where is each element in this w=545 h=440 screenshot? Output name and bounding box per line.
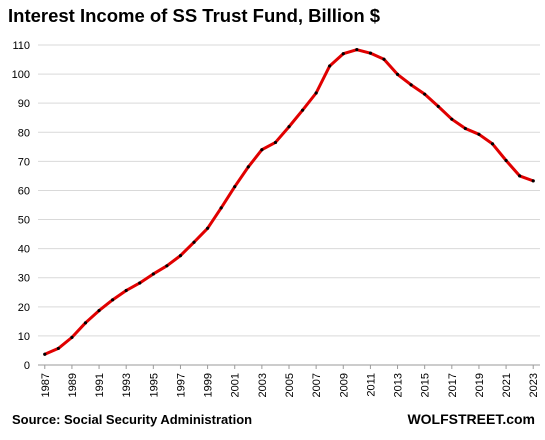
x-tick-label: 1989 <box>67 373 79 397</box>
x-tick-label: 1995 <box>148 373 160 397</box>
data-point <box>450 117 454 121</box>
x-tick-label: 2009 <box>338 373 350 397</box>
data-point <box>205 226 210 230</box>
data-point <box>70 335 74 339</box>
x-tick-label: 2007 <box>311 373 323 397</box>
x-tick-label: 1997 <box>175 373 187 397</box>
x-tick-label: 1993 <box>121 373 133 397</box>
x-tick-label: 1999 <box>203 373 215 397</box>
x-tick-label: 2023 <box>528 373 540 397</box>
data-points <box>43 48 535 356</box>
y-tick-label: 90 <box>18 98 30 110</box>
data-point <box>178 254 183 258</box>
data-point <box>504 158 508 163</box>
data-point <box>409 83 413 87</box>
data-point <box>43 352 47 356</box>
data-point <box>300 108 305 112</box>
x-tick-label: 2021 <box>501 373 513 397</box>
x-axis: 1987 1989 1991 1993 1995 1997 1999 2001 2003 2005… <box>40 365 540 397</box>
data-point <box>83 321 88 325</box>
x-tick-label: 2001 <box>230 373 242 397</box>
data-point <box>273 140 278 145</box>
y-tick-label: 50 <box>18 215 30 227</box>
y-tick-label: 20 <box>18 302 30 314</box>
data-point <box>246 165 250 169</box>
data-point <box>382 57 386 61</box>
x-tick-label: 2015 <box>420 373 432 397</box>
data-point <box>395 72 400 76</box>
y-tick-label: 110 <box>12 40 30 52</box>
data-point <box>355 48 359 52</box>
data-point <box>490 142 495 146</box>
data-point <box>138 281 142 285</box>
x-tick-label: 2005 <box>284 373 296 397</box>
y-tick-label: 100 <box>12 69 30 81</box>
series-line <box>43 48 535 356</box>
data-point <box>341 52 345 56</box>
x-tick-label: 2003 <box>257 373 269 397</box>
chart-title: Interest Income of SS Trust Fund, Billio… <box>8 5 381 26</box>
y-tick-label: 80 <box>18 127 30 139</box>
data-point <box>328 64 332 68</box>
y-tick-label: 10 <box>18 331 30 343</box>
y-tick-label: 70 <box>18 156 30 168</box>
data-point <box>151 272 155 276</box>
data-point <box>56 346 60 351</box>
data-point <box>368 51 373 55</box>
data-point <box>97 309 101 313</box>
x-tick-label: 1987 <box>40 373 52 397</box>
x-tick-label: 2019 <box>474 373 486 397</box>
data-point <box>463 126 467 131</box>
source-note: Source: Social Security Administration <box>12 412 253 427</box>
y-tick-label: 60 <box>18 185 30 197</box>
data-point <box>314 91 318 95</box>
grid-lines <box>38 44 540 366</box>
data-point <box>111 298 115 302</box>
x-tick-label: 2011 <box>365 373 377 397</box>
data-point <box>260 148 264 152</box>
data-point <box>436 104 440 108</box>
data-point <box>219 206 223 210</box>
x-tick-label: 2017 <box>447 373 459 397</box>
data-point <box>165 264 169 268</box>
y-axis: 0 10 20 30 40 50 60 70 80 90 100 110 <box>12 40 30 372</box>
y-tick-label: 40 <box>18 244 30 256</box>
data-point <box>518 174 522 178</box>
x-tick-label: 1991 <box>94 373 106 397</box>
data-point <box>477 132 481 136</box>
y-tick-label: 30 <box>18 273 30 285</box>
data-point <box>124 288 128 293</box>
data-point <box>192 240 196 244</box>
x-tick-label: 2013 <box>393 373 405 397</box>
brand-label: WOLFSTREET.com <box>407 411 535 427</box>
data-point <box>531 179 535 183</box>
data-point <box>233 185 237 189</box>
data-point <box>423 92 427 96</box>
series-path <box>43 48 535 356</box>
y-tick-label: 0 <box>24 360 30 372</box>
data-point <box>287 125 291 129</box>
